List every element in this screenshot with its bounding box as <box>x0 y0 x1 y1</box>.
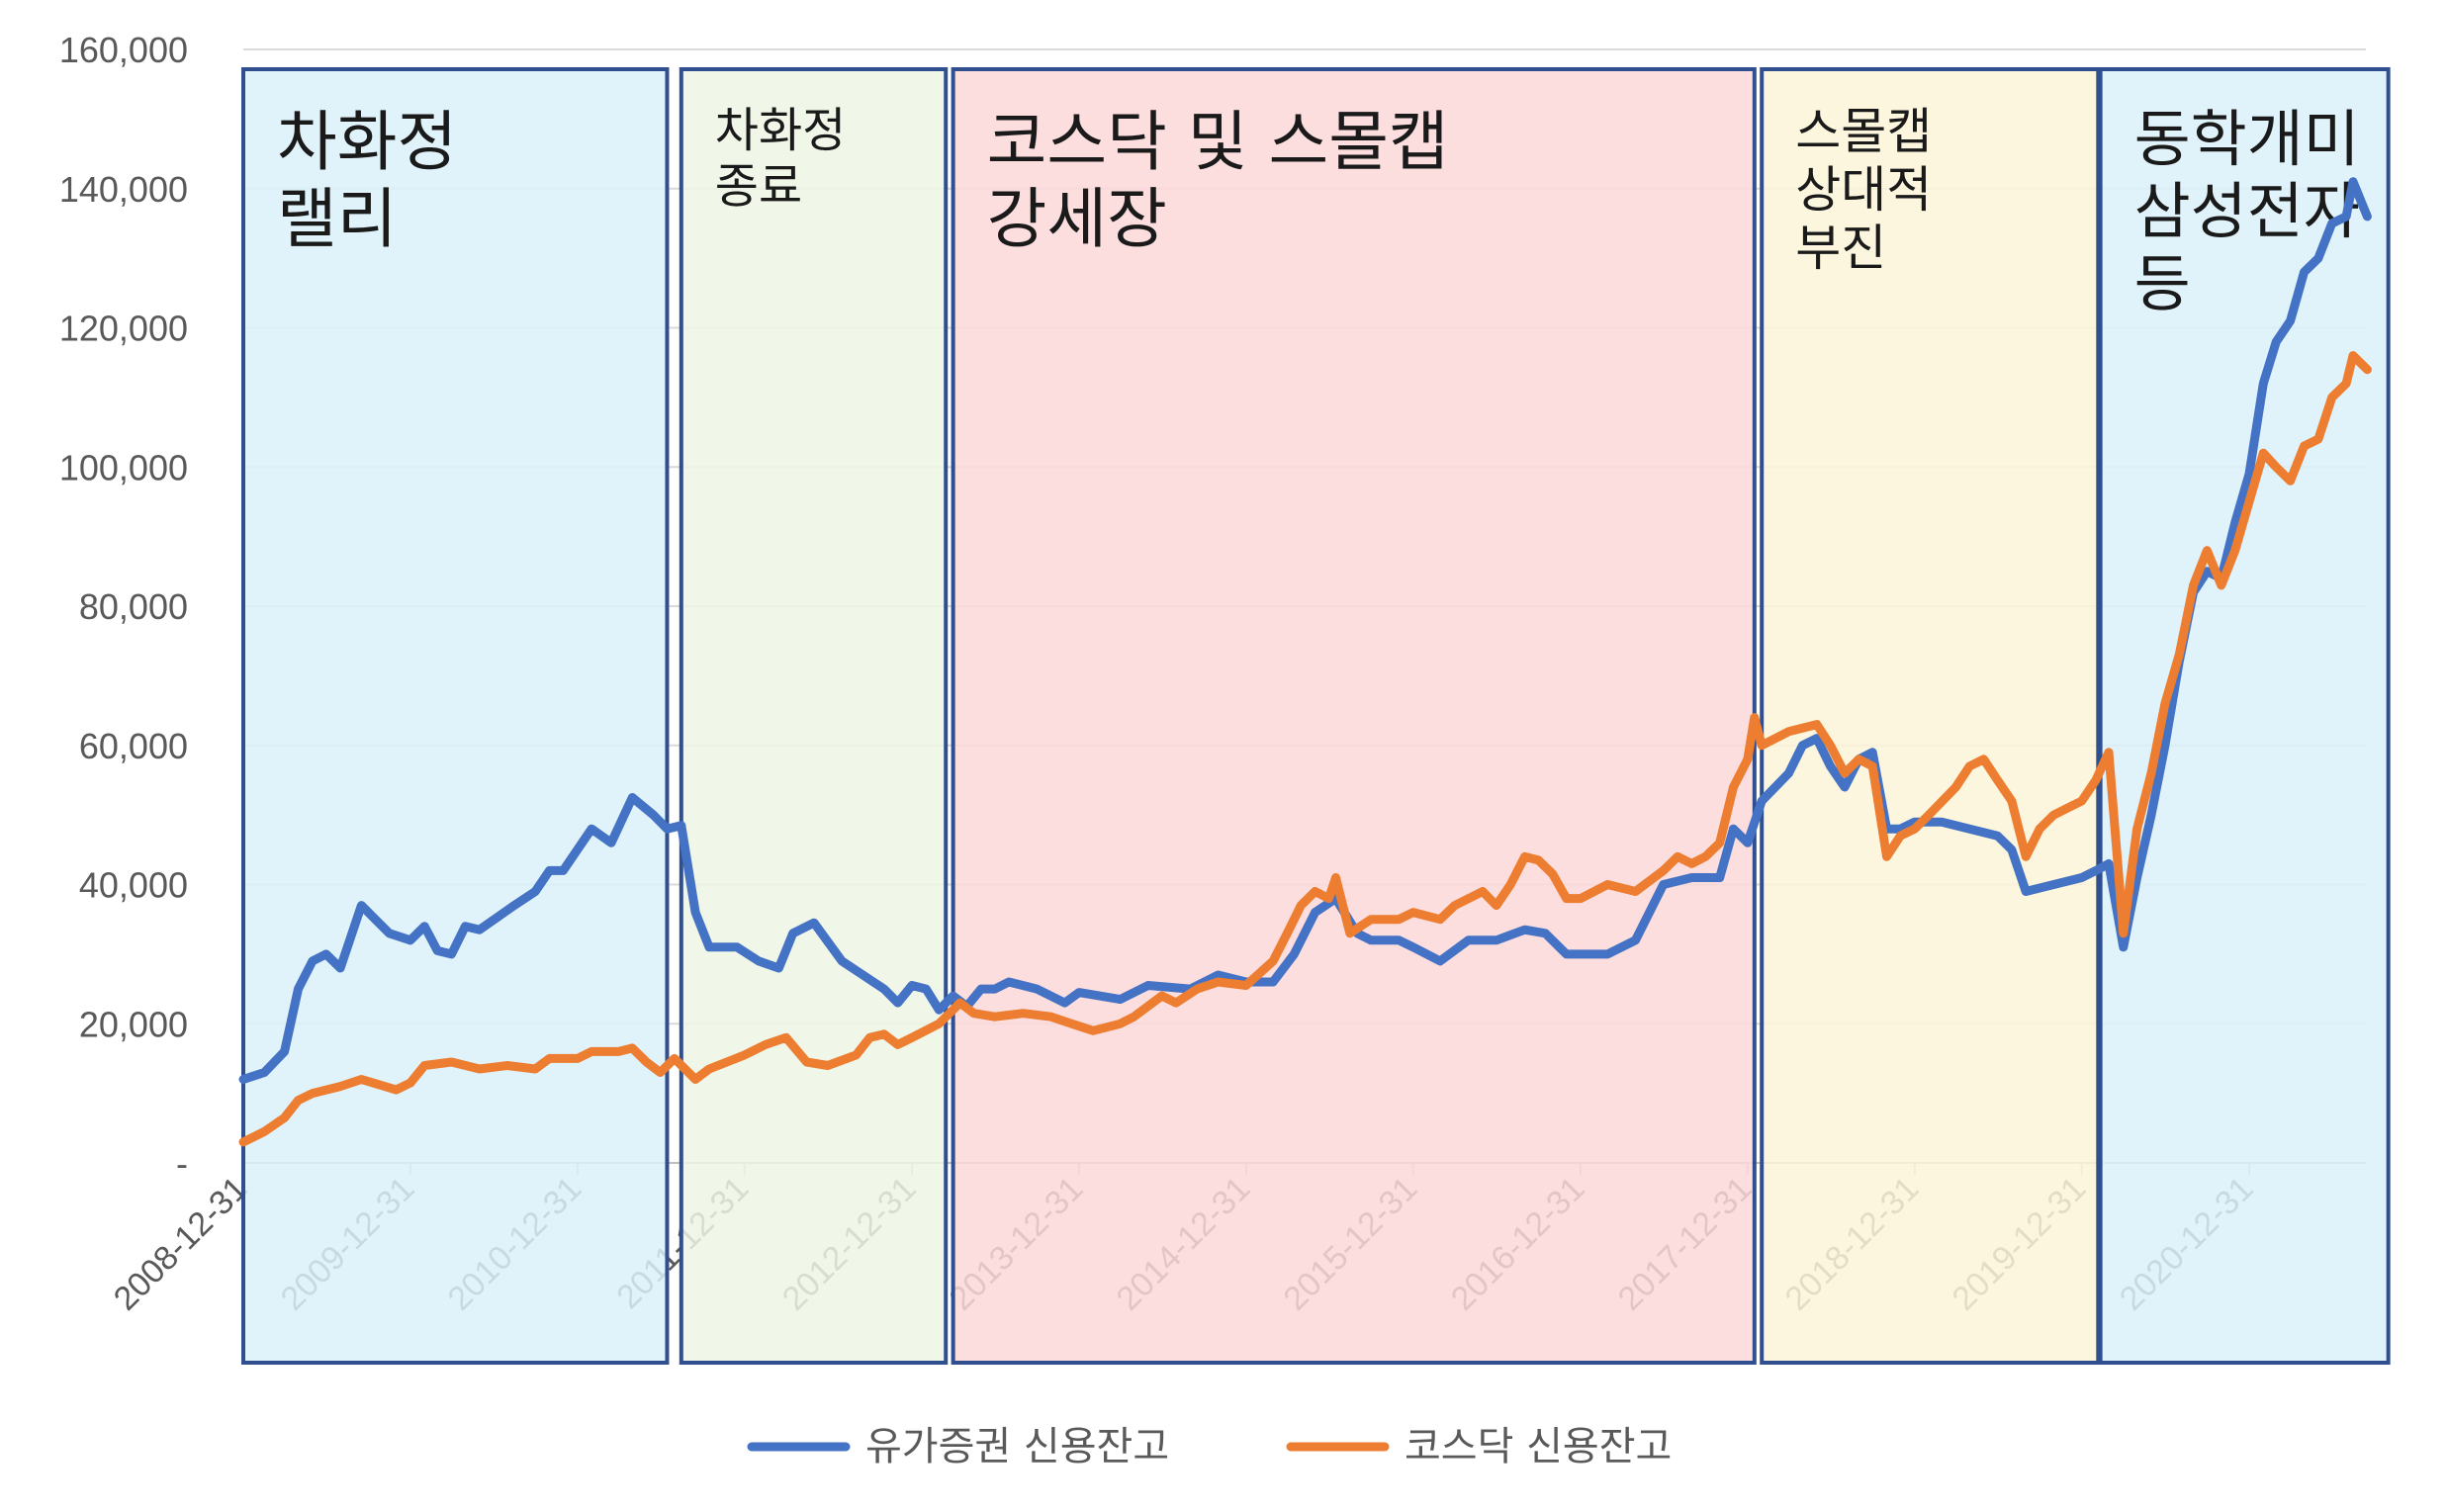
series-line-1 <box>238 351 2372 1147</box>
period-label-samsung: 삼성전자 <box>2134 175 2360 247</box>
legend-label: 유가증권 신용잔고 <box>865 1424 1169 1469</box>
period-label-smallcap: 부진 <box>1795 220 1886 277</box>
period-box-smallcap <box>1760 67 2101 1365</box>
x-tick-label: 2008-12-31 <box>107 1170 255 1318</box>
y-axis: - 20,000 40,000 60,000 80,000 100,000 120,000 1… <box>59 30 188 1184</box>
y-tick-label: 160,000 <box>59 30 188 70</box>
y-tick-label: 120,000 <box>59 309 188 349</box>
period-label-rally: 차화정 <box>277 104 457 180</box>
period-label-kosdaq: 코스닥 및 스몰캡 <box>987 104 1449 180</box>
period-box-rally <box>241 67 670 1365</box>
series-lines <box>238 177 2372 1147</box>
period-label-samsung: 동학개미 <box>2134 103 2360 175</box>
period-box-samsung <box>2098 67 2391 1365</box>
y-tick-label: 20,000 <box>79 1004 188 1044</box>
legend-label: 코스닥 신용잔고 <box>1405 1424 1672 1469</box>
period-label-end: 종료 <box>715 159 802 215</box>
period-label-end: 차화정 <box>715 103 846 158</box>
period-label-smallcap: 스몰캡 <box>1795 103 1932 160</box>
y-tick-label: 100,000 <box>59 447 188 488</box>
period-box-end <box>679 67 949 1365</box>
period-label-kosdaq: 강세장 <box>987 181 1167 257</box>
period-label-rally: 랠리 <box>277 181 397 257</box>
y-tick-label: 40,000 <box>79 865 188 906</box>
y-tick-label: 60,000 <box>79 726 188 766</box>
series-line-0 <box>238 177 2372 1084</box>
period-label-smallcap: 상대적 <box>1795 161 1932 219</box>
period-box-kosdaq <box>951 67 1757 1365</box>
y-tick-label: 140,000 <box>59 169 188 210</box>
period-label-samsung: 등 <box>2134 247 2191 319</box>
legend: 유가증권 신용잔고 코스닥 신용잔고 <box>747 1424 1672 1469</box>
y-tick-label: 80,000 <box>79 586 188 627</box>
y-tick-label: - <box>176 1143 188 1184</box>
